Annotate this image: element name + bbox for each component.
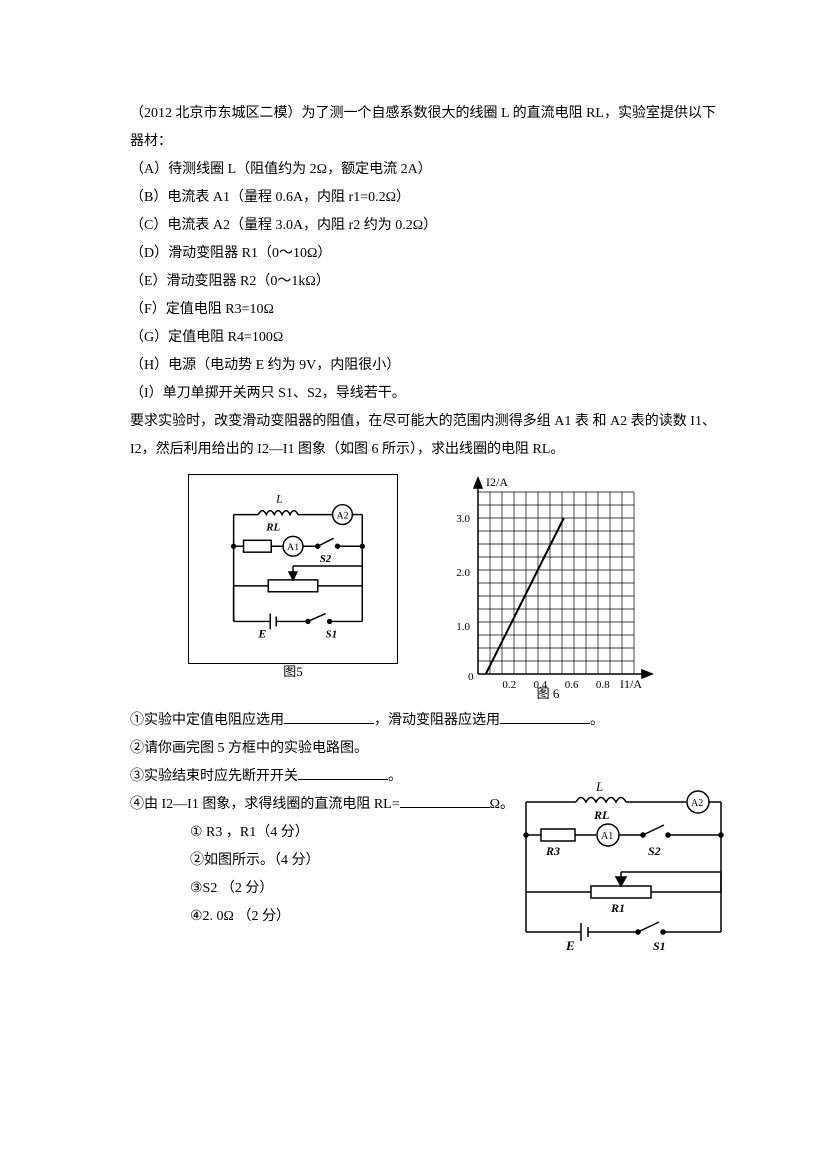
ans-label-S2: S2 [648, 844, 661, 858]
item-c: （C）电流表 A2（量程 3.0A，内阻 r2 约为 0.2Ω） [130, 212, 716, 240]
problem-header: （2012 北京市东城区二模）为了测一个自感系数很大的线圈 L 的直流电阻 RL… [130, 100, 716, 156]
answers-block: ④由 I2—I1 图象，求得线圈的直流电阻 RL=Ω。 ① R3 ，R1（4 分… [130, 791, 716, 931]
blank-rl[interactable] [400, 794, 490, 808]
item-f: （F）定值电阻 R3=10Ω [130, 296, 716, 324]
answer-4: ④2. 0Ω （2 分） [190, 903, 320, 931]
item-b: （B）电流表 A1（量程 0.6A，内阻 r1=0.2Ω） [130, 184, 716, 212]
q3-text-a: ③实验结束时应先断开开关 [130, 769, 298, 784]
item-a: （A）待测线圈 L（阻值约为 2Ω，额定电流 2A） [130, 156, 716, 184]
label-S2: S2 [320, 553, 332, 565]
ans-label-L: L [595, 779, 603, 794]
q4-text-a: ④由 I2—I1 图象，求得线圈的直流电阻 RL= [130, 797, 400, 812]
q1-text-a: ①实验中定值电阻应选用 [130, 713, 284, 728]
svg-text:0.8: 0.8 [596, 679, 610, 691]
svg-text:0.2: 0.2 [502, 679, 516, 691]
answer-2: ②如图所示。（4 分） [190, 847, 320, 875]
label-S1: S1 [326, 628, 338, 640]
label-E: E [257, 626, 266, 640]
figures-row: L RL A2 A1 S2 S1 E 图5 I2/A [130, 474, 716, 703]
item-h: （H）电源（电动势 E 约为 9V，内阻很小） [130, 352, 716, 380]
ans-label-E: E [565, 938, 575, 953]
item-e: （E）滑动变阻器 R2（0～1kΩ） [130, 268, 716, 296]
ans-label-R3: R3 [545, 844, 560, 858]
answer-1: ① R3 ，R1（4 分） [190, 819, 320, 847]
ytick-1: 1.0 [456, 621, 470, 633]
ans-label-R1: R1 [610, 901, 625, 915]
circuit-box: L RL A2 A1 S2 S1 E [188, 474, 398, 664]
svg-text:0.6: 0.6 [565, 679, 579, 691]
label-RL: RL [265, 521, 280, 533]
ytick-3: 3.0 [456, 513, 470, 525]
item-d: （D）滑动变阻器 R1（0～10Ω） [130, 240, 716, 268]
ans-label-A1: A1 [601, 831, 613, 842]
item-i: （I）单刀单掷开关两只 S1、S2，导线若干。 [130, 380, 716, 408]
q1-text-c: 。 [590, 713, 604, 728]
blank-switch[interactable] [298, 766, 388, 780]
answer-3: ③S2 （2 分） [190, 875, 320, 903]
figure-5: L RL A2 A1 S2 S1 E 图5 [188, 474, 398, 703]
q1-text-b: ，滑动变阻器应选用 [374, 713, 500, 728]
xtick-0: 0 [468, 671, 474, 683]
chart-svg: I2/A 0 3.0 2.0 1.0 I1/A 0.2 0.4 0.6 0.8 [438, 474, 658, 694]
ytick-2: 2.0 [456, 567, 470, 579]
requirement-text: 要求实验时，改变滑动变阻器的阻值，在尽可能大的范围内测得多组 A1 表 和 A2… [130, 408, 716, 464]
ans-label-RL: RL [593, 808, 609, 822]
figure-6: I2/A 0 3.0 2.0 1.0 I1/A 0.2 0.4 0.6 0.8 [438, 474, 658, 703]
blank-rheostat[interactable] [500, 710, 590, 724]
label-A1: A1 [287, 542, 299, 553]
label-L: L [275, 492, 283, 506]
blank-resistor[interactable] [284, 710, 374, 724]
ans-label-A2: A2 [691, 798, 703, 809]
ans-label-S1: S1 [653, 939, 666, 953]
answer-circuit: L RL A2 A1 R3 S2 R1 S1 E [496, 777, 746, 957]
fig5-caption: 图5 [188, 664, 398, 681]
xlabel: I1/A [620, 677, 642, 691]
question-1: ①实验中定值电阻应选用 ，滑动变阻器应选用 。 [130, 707, 716, 735]
question-2: ②请你画完图 5 方框中的实验电路图。 [130, 735, 716, 763]
svg-text:0.4: 0.4 [534, 679, 548, 691]
circuit-diagram-icon: L RL A2 A1 S2 S1 E [189, 475, 397, 663]
label-A2: A2 [337, 511, 349, 522]
q3-text-b: 。 [388, 769, 402, 784]
ylabel: I2/A [486, 475, 508, 489]
item-g: （G）定值电阻 R4=100Ω [130, 324, 716, 352]
answer-circuit-icon: L RL A2 A1 R3 S2 R1 S1 E [496, 777, 746, 957]
